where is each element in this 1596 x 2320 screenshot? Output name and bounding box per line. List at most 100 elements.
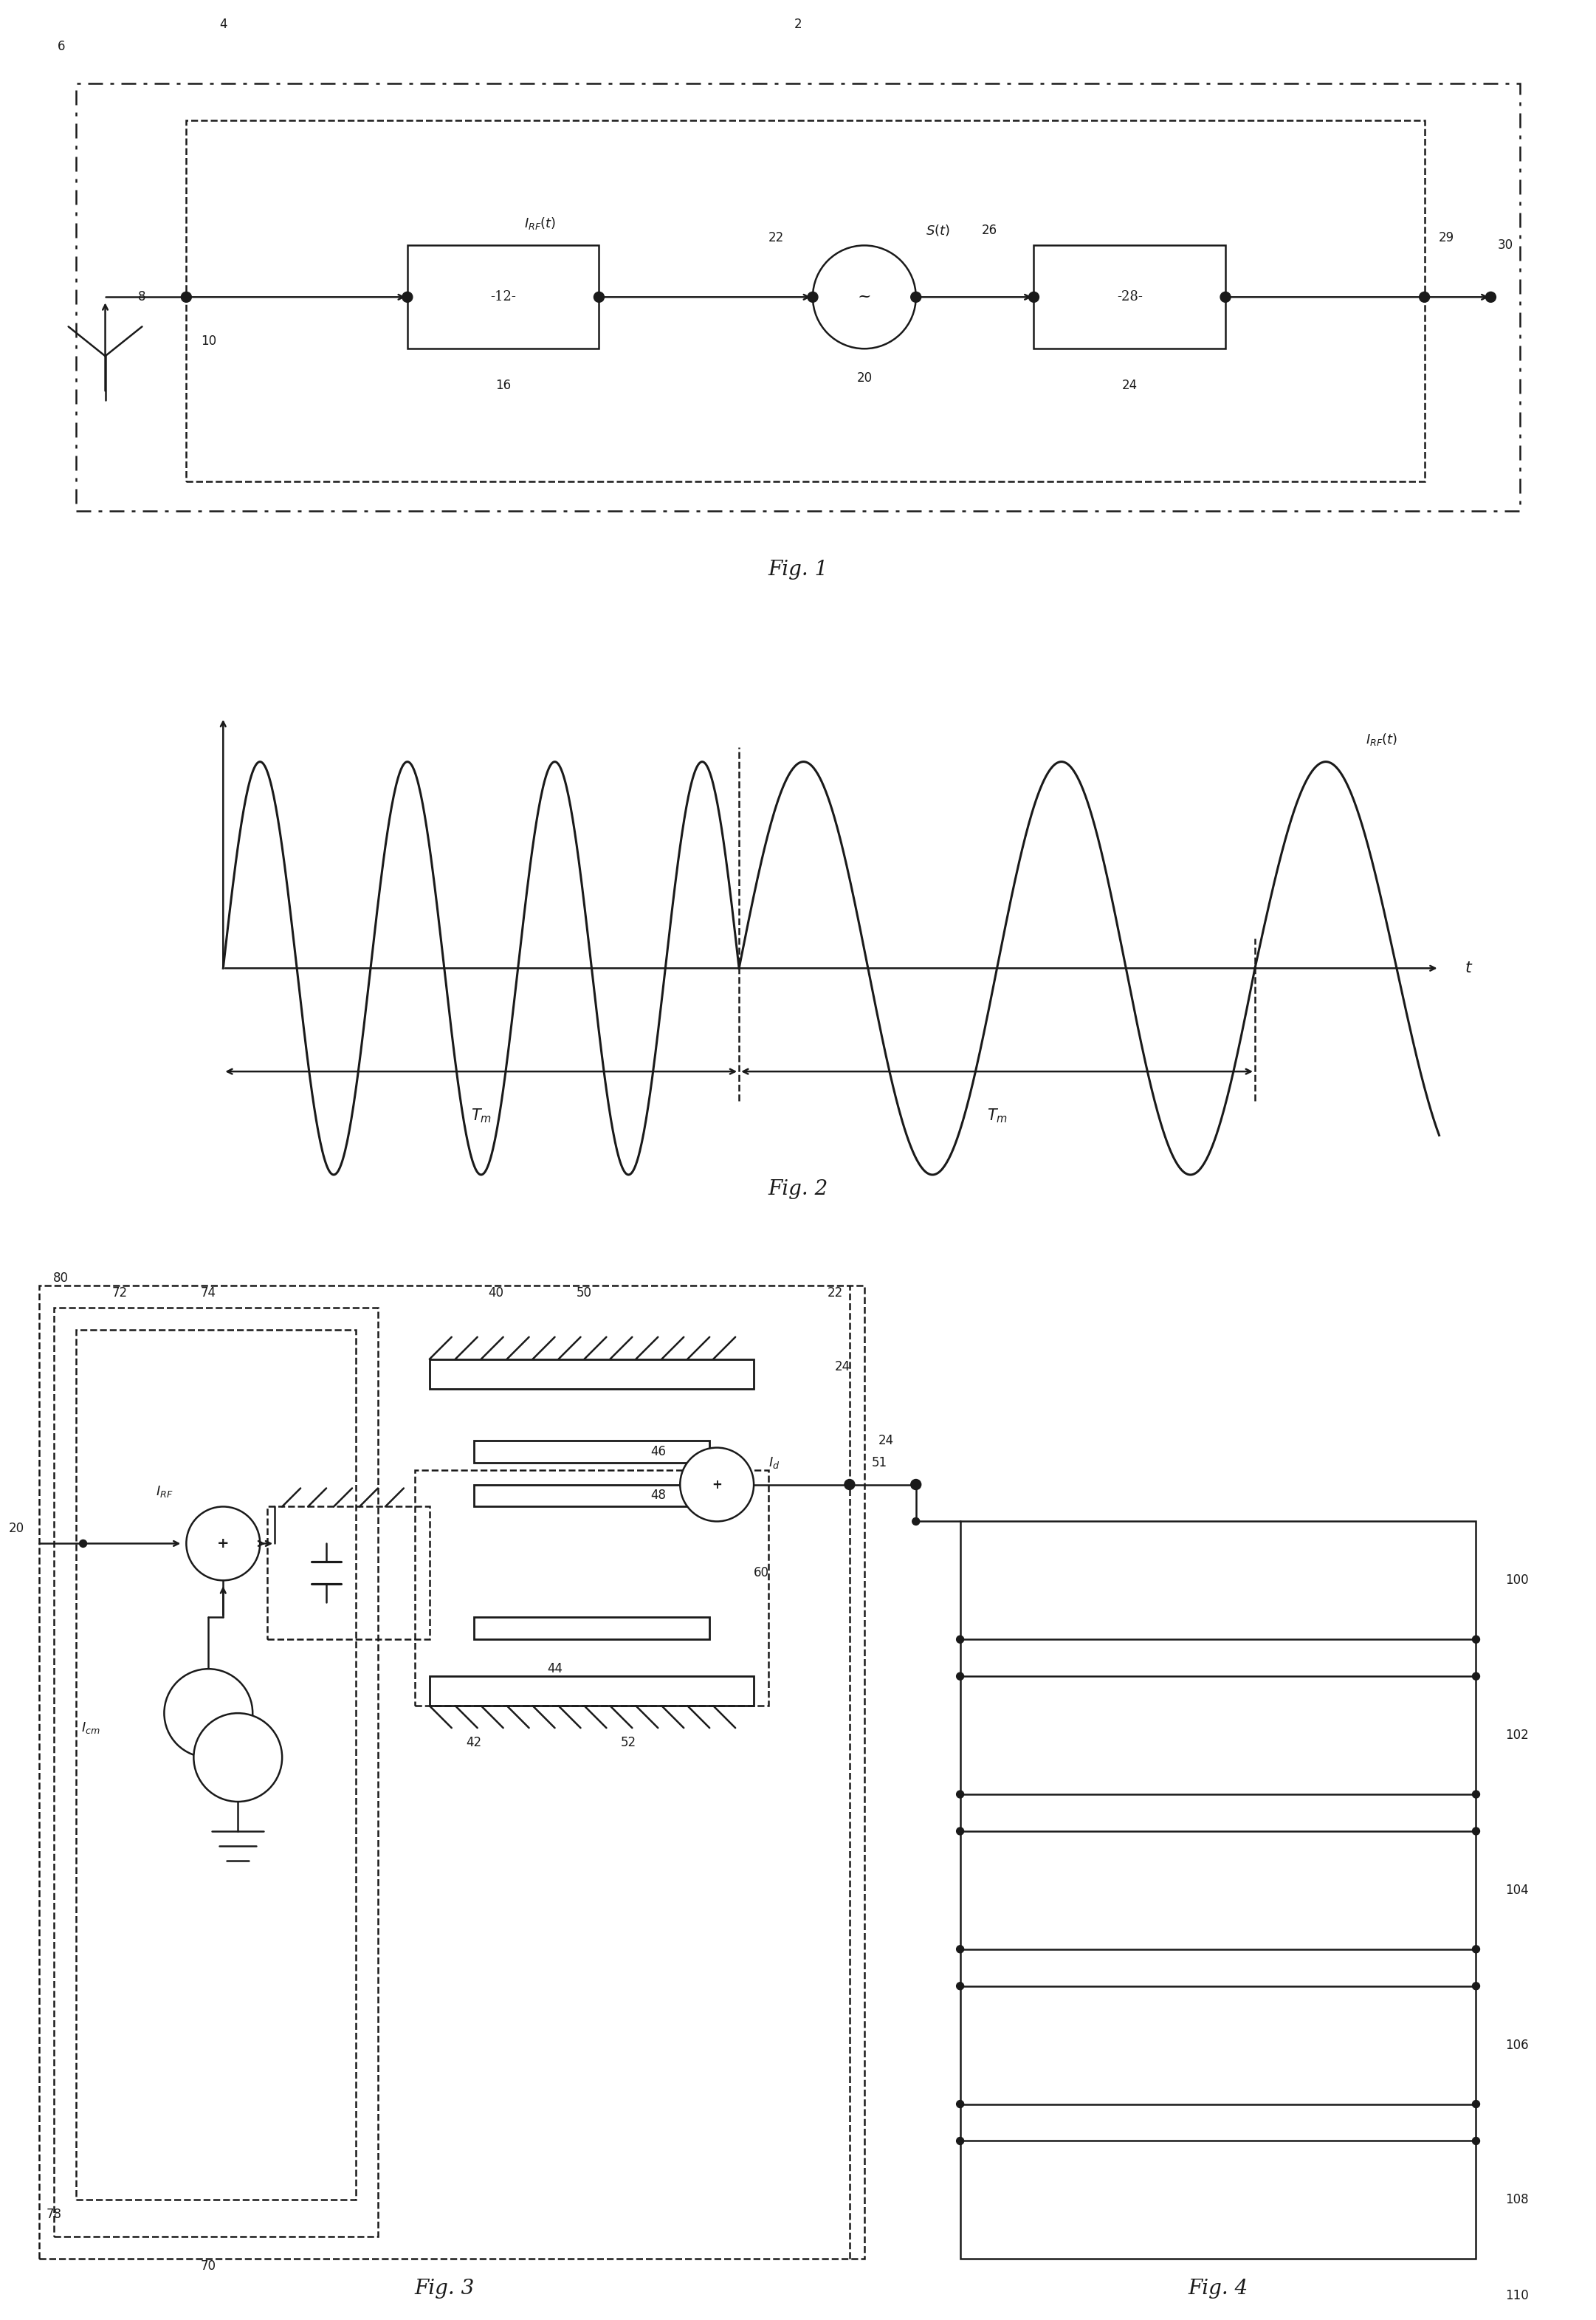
Circle shape: [1473, 2100, 1479, 2109]
Circle shape: [193, 1712, 282, 1803]
Text: Fig. 1: Fig. 1: [768, 559, 828, 580]
Circle shape: [1473, 1981, 1479, 1991]
Circle shape: [956, 1981, 964, 1991]
Bar: [75, 84, 1521, 510]
Text: 6: 6: [57, 39, 65, 53]
Bar: [961, 1677, 1476, 1793]
Text: 20: 20: [8, 1522, 24, 1536]
Text: $T_m$: $T_m$: [471, 1107, 492, 1125]
Bar: [474, 1441, 710, 1462]
Circle shape: [808, 292, 817, 302]
Text: 22: 22: [827, 1285, 843, 1299]
Bar: [961, 1522, 1476, 1640]
Circle shape: [956, 1791, 964, 1798]
Text: 8: 8: [139, 290, 145, 304]
Circle shape: [1473, 1636, 1479, 1643]
Text: 20: 20: [857, 371, 871, 385]
Circle shape: [1473, 2137, 1479, 2144]
Text: 4: 4: [219, 19, 227, 30]
Text: 46: 46: [651, 1445, 666, 1457]
Bar: [268, 1506, 429, 1640]
Bar: [407, 246, 598, 348]
Text: 100: 100: [1505, 1573, 1529, 1587]
Text: Fig. 3: Fig. 3: [415, 2278, 474, 2299]
Bar: [961, 1830, 1476, 1949]
Circle shape: [1473, 1828, 1479, 1835]
Text: 106: 106: [1505, 2039, 1529, 2051]
Circle shape: [1221, 292, 1231, 302]
Text: -28-: -28-: [1117, 290, 1143, 304]
Circle shape: [956, 1946, 964, 1953]
Text: 24: 24: [1122, 378, 1138, 392]
Circle shape: [402, 292, 412, 302]
Circle shape: [956, 2100, 964, 2109]
Circle shape: [1486, 292, 1495, 302]
Bar: [429, 1677, 753, 1705]
Text: 24: 24: [835, 1360, 851, 1373]
Text: $S(t)$: $S(t)$: [926, 223, 950, 239]
Text: $t$: $t$: [1465, 960, 1473, 977]
Circle shape: [956, 1636, 964, 1643]
Text: 74: 74: [201, 1285, 215, 1299]
Bar: [187, 121, 1425, 483]
Circle shape: [911, 1480, 921, 1489]
Bar: [429, 1360, 753, 1390]
Text: Fig. 4: Fig. 4: [1187, 2278, 1248, 2299]
Text: 102: 102: [1505, 1728, 1529, 1742]
Text: ~: ~: [857, 290, 871, 306]
Bar: [961, 2141, 1476, 2260]
Bar: [961, 1986, 1476, 2104]
Text: 44: 44: [547, 1661, 562, 1675]
Text: $I_{RF}$: $I_{RF}$: [155, 1485, 172, 1499]
Text: 22: 22: [768, 232, 784, 244]
Bar: [54, 1308, 378, 2236]
Text: 2: 2: [795, 19, 801, 30]
Text: 110: 110: [1505, 2290, 1529, 2301]
Text: 16: 16: [495, 378, 511, 392]
Bar: [415, 1471, 769, 1705]
Text: +: +: [217, 1536, 230, 1550]
Text: 48: 48: [651, 1489, 666, 1503]
Text: 52: 52: [621, 1735, 637, 1749]
Text: 108: 108: [1505, 2192, 1529, 2206]
Bar: [38, 1285, 865, 2260]
Text: 51: 51: [871, 1455, 887, 1469]
Text: 72: 72: [112, 1285, 128, 1299]
Text: 24: 24: [879, 1434, 894, 1448]
Circle shape: [680, 1448, 753, 1522]
Circle shape: [956, 2137, 964, 2144]
Text: 78: 78: [46, 2209, 61, 2220]
Bar: [1034, 246, 1226, 348]
Circle shape: [956, 1673, 964, 1680]
Circle shape: [594, 292, 605, 302]
Circle shape: [1029, 292, 1039, 302]
Text: 104: 104: [1505, 1884, 1529, 1898]
Text: $I_{RF}(t)$: $I_{RF}(t)$: [1366, 731, 1398, 747]
Text: 10: 10: [201, 334, 215, 348]
Circle shape: [1473, 1673, 1479, 1680]
Circle shape: [1419, 292, 1430, 302]
Text: 42: 42: [466, 1735, 482, 1749]
Text: 40: 40: [488, 1285, 504, 1299]
Text: 50: 50: [576, 1285, 592, 1299]
Circle shape: [164, 1668, 252, 1759]
Text: 29: 29: [1438, 232, 1454, 244]
Text: 70: 70: [201, 2260, 215, 2274]
Text: 80: 80: [53, 1271, 69, 1285]
Text: 60: 60: [753, 1566, 769, 1580]
Circle shape: [80, 1540, 86, 1547]
Text: +: +: [712, 1478, 721, 1492]
Text: 30: 30: [1497, 239, 1513, 253]
Circle shape: [812, 246, 916, 348]
Circle shape: [844, 1480, 855, 1489]
Circle shape: [180, 292, 192, 302]
Text: $I_d$: $I_d$: [769, 1455, 780, 1471]
Circle shape: [911, 292, 921, 302]
Text: 26: 26: [982, 225, 998, 237]
Circle shape: [956, 1828, 964, 1835]
Circle shape: [913, 1517, 919, 1524]
Text: $I_{RF}(t)$: $I_{RF}(t)$: [523, 216, 555, 232]
Circle shape: [1473, 1946, 1479, 1953]
Bar: [474, 1485, 710, 1506]
Text: -12-: -12-: [490, 290, 516, 304]
